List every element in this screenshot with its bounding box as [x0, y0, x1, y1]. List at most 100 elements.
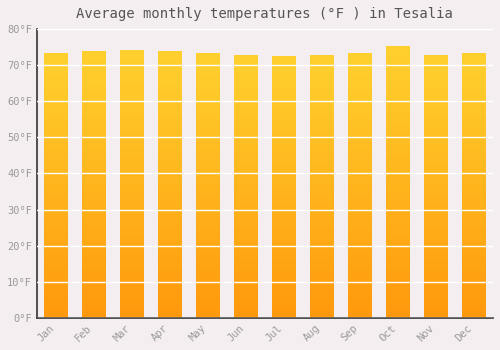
Bar: [196, 166, 220, 169]
Bar: [82, 271, 106, 274]
Bar: [348, 281, 372, 285]
Bar: [44, 96, 68, 99]
Bar: [272, 96, 295, 99]
Bar: [310, 203, 334, 206]
Bar: [386, 229, 410, 233]
Bar: [424, 134, 448, 137]
Bar: [82, 57, 106, 61]
Bar: [44, 248, 68, 252]
Bar: [272, 315, 295, 318]
Bar: [348, 142, 372, 146]
Bar: [310, 256, 334, 259]
Bar: [348, 291, 372, 295]
Bar: [424, 140, 448, 143]
Bar: [234, 130, 258, 134]
Bar: [234, 120, 258, 124]
Bar: [120, 278, 144, 281]
Bar: [120, 201, 144, 204]
Bar: [158, 131, 182, 134]
Bar: [120, 254, 144, 258]
Bar: [310, 308, 334, 311]
Bar: [348, 261, 372, 265]
Bar: [424, 206, 448, 209]
Bar: [272, 233, 295, 236]
Bar: [82, 301, 106, 304]
Bar: [120, 144, 144, 147]
Bar: [462, 176, 486, 179]
Bar: [310, 262, 334, 265]
Bar: [44, 292, 68, 295]
Bar: [272, 275, 295, 279]
Bar: [234, 256, 258, 259]
Bar: [424, 160, 448, 163]
Bar: [82, 161, 106, 164]
Bar: [120, 154, 144, 157]
Bar: [196, 192, 220, 195]
Bar: [424, 305, 448, 308]
Bar: [158, 121, 182, 125]
Bar: [386, 223, 410, 226]
Bar: [310, 124, 334, 127]
Bar: [234, 203, 258, 206]
Bar: [462, 288, 486, 292]
Bar: [234, 308, 258, 311]
Bar: [234, 163, 258, 167]
Bar: [44, 202, 68, 205]
Bar: [82, 214, 106, 218]
Bar: [310, 163, 334, 167]
Bar: [424, 150, 448, 153]
Bar: [196, 252, 220, 255]
Bar: [462, 60, 486, 63]
Bar: [462, 295, 486, 298]
Bar: [424, 259, 448, 262]
Bar: [44, 298, 68, 301]
Bar: [44, 304, 68, 308]
Bar: [158, 181, 182, 184]
Title: Average monthly temperatures (°F ) in Tesalia: Average monthly temperatures (°F ) in Te…: [76, 7, 454, 21]
Bar: [82, 224, 106, 228]
Bar: [44, 156, 68, 159]
Bar: [272, 206, 295, 210]
Bar: [310, 71, 334, 75]
Bar: [44, 182, 68, 186]
Bar: [424, 301, 448, 305]
Bar: [44, 106, 68, 110]
Bar: [234, 295, 258, 298]
Bar: [272, 259, 295, 262]
Bar: [120, 70, 144, 73]
Bar: [44, 133, 68, 136]
Bar: [462, 142, 486, 146]
Bar: [462, 99, 486, 103]
Bar: [348, 96, 372, 99]
Bar: [424, 111, 448, 114]
Bar: [234, 84, 258, 88]
Bar: [196, 79, 220, 83]
Bar: [310, 259, 334, 262]
Bar: [272, 164, 295, 167]
Bar: [234, 186, 258, 190]
Bar: [196, 311, 220, 315]
Bar: [424, 180, 448, 183]
Bar: [44, 242, 68, 245]
Bar: [196, 301, 220, 304]
Bar: [158, 271, 182, 274]
Bar: [424, 163, 448, 167]
Bar: [272, 184, 295, 187]
Bar: [386, 120, 410, 124]
Bar: [196, 229, 220, 232]
Bar: [272, 197, 295, 200]
Bar: [120, 100, 144, 103]
Bar: [196, 182, 220, 186]
Bar: [158, 294, 182, 298]
Bar: [424, 223, 448, 226]
Bar: [424, 285, 448, 288]
Bar: [272, 131, 295, 135]
Bar: [348, 139, 372, 142]
Bar: [196, 268, 220, 272]
Bar: [310, 242, 334, 246]
Bar: [386, 144, 410, 148]
Bar: [120, 294, 144, 298]
Bar: [348, 202, 372, 205]
Bar: [386, 117, 410, 120]
Bar: [234, 301, 258, 305]
